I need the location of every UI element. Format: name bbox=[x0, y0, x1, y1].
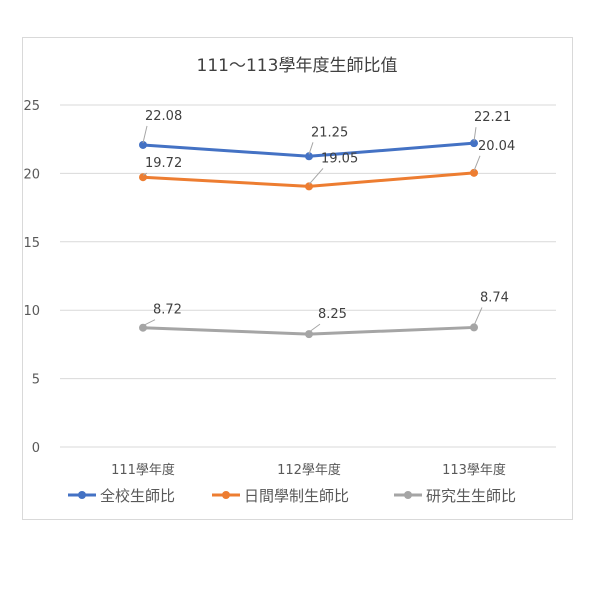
data-point bbox=[305, 152, 313, 161]
y-tick-label: 10 bbox=[23, 304, 40, 319]
label-leader-line bbox=[142, 125, 148, 144]
data-label: 8.74 bbox=[480, 290, 509, 305]
data-point bbox=[139, 173, 147, 182]
x-tick-label: 113學年度 bbox=[442, 462, 506, 478]
label-leader-line bbox=[142, 172, 148, 176]
y-tick-label: 20 bbox=[23, 167, 40, 182]
data-point bbox=[139, 323, 147, 332]
legend-label: 全校生師比 bbox=[100, 487, 175, 505]
chart-frame bbox=[22, 37, 573, 520]
data-label: 20.04 bbox=[478, 139, 515, 154]
legend-marker bbox=[78, 491, 86, 499]
label-leader-line bbox=[142, 319, 156, 327]
label-leader-line bbox=[473, 307, 483, 326]
y-tick-label: 5 bbox=[32, 373, 40, 388]
data-label: 8.72 bbox=[153, 303, 182, 318]
legend-label: 研究生生師比 bbox=[426, 487, 516, 505]
label-leader-line bbox=[473, 127, 477, 142]
data-label: 8.25 bbox=[318, 307, 347, 322]
data-label: 22.08 bbox=[145, 109, 182, 124]
series-2: 8.72 8.25 8.74 bbox=[139, 290, 509, 339]
legend-marker bbox=[222, 491, 230, 499]
y-axis-ticks: 0 5 10 15 20 25 bbox=[23, 99, 40, 456]
label-leader-line bbox=[308, 323, 321, 333]
chart-title: 111～113學年度生師比值 bbox=[197, 56, 398, 76]
legend-item: 日間學制生師比 bbox=[212, 487, 349, 505]
y-tick-label: 0 bbox=[32, 441, 40, 456]
data-point bbox=[305, 182, 313, 191]
data-label: 19.72 bbox=[145, 156, 182, 171]
y-tick-label: 25 bbox=[23, 99, 40, 114]
x-axis-ticks: 111學年度 112學年度 113學年度 bbox=[111, 462, 506, 478]
legend: 全校生師比 日間學制生師比 研究生生師比 bbox=[68, 487, 516, 505]
data-point bbox=[470, 168, 478, 177]
label-leader-line bbox=[308, 168, 324, 185]
x-tick-label: 112學年度 bbox=[277, 462, 341, 478]
x-tick-label: 111學年度 bbox=[111, 462, 175, 478]
series-1: 19.72 19.05 20.04 bbox=[139, 139, 515, 191]
data-label: 21.25 bbox=[311, 125, 348, 140]
data-point bbox=[305, 330, 313, 339]
y-tick-label: 15 bbox=[23, 236, 40, 251]
legend-marker bbox=[404, 491, 412, 499]
series-0: 22.08 21.25 22.21 bbox=[139, 109, 511, 161]
legend-item: 全校生師比 bbox=[68, 487, 175, 505]
legend-label: 日間學制生師比 bbox=[244, 487, 349, 505]
data-label: 19.05 bbox=[321, 151, 358, 166]
legend-item: 研究生生師比 bbox=[394, 487, 516, 505]
label-leader-line bbox=[473, 155, 481, 172]
label-leader-line bbox=[308, 142, 314, 155]
data-point bbox=[139, 140, 147, 149]
data-point bbox=[470, 139, 478, 148]
data-label: 22.21 bbox=[474, 110, 511, 125]
data-point bbox=[470, 323, 478, 332]
